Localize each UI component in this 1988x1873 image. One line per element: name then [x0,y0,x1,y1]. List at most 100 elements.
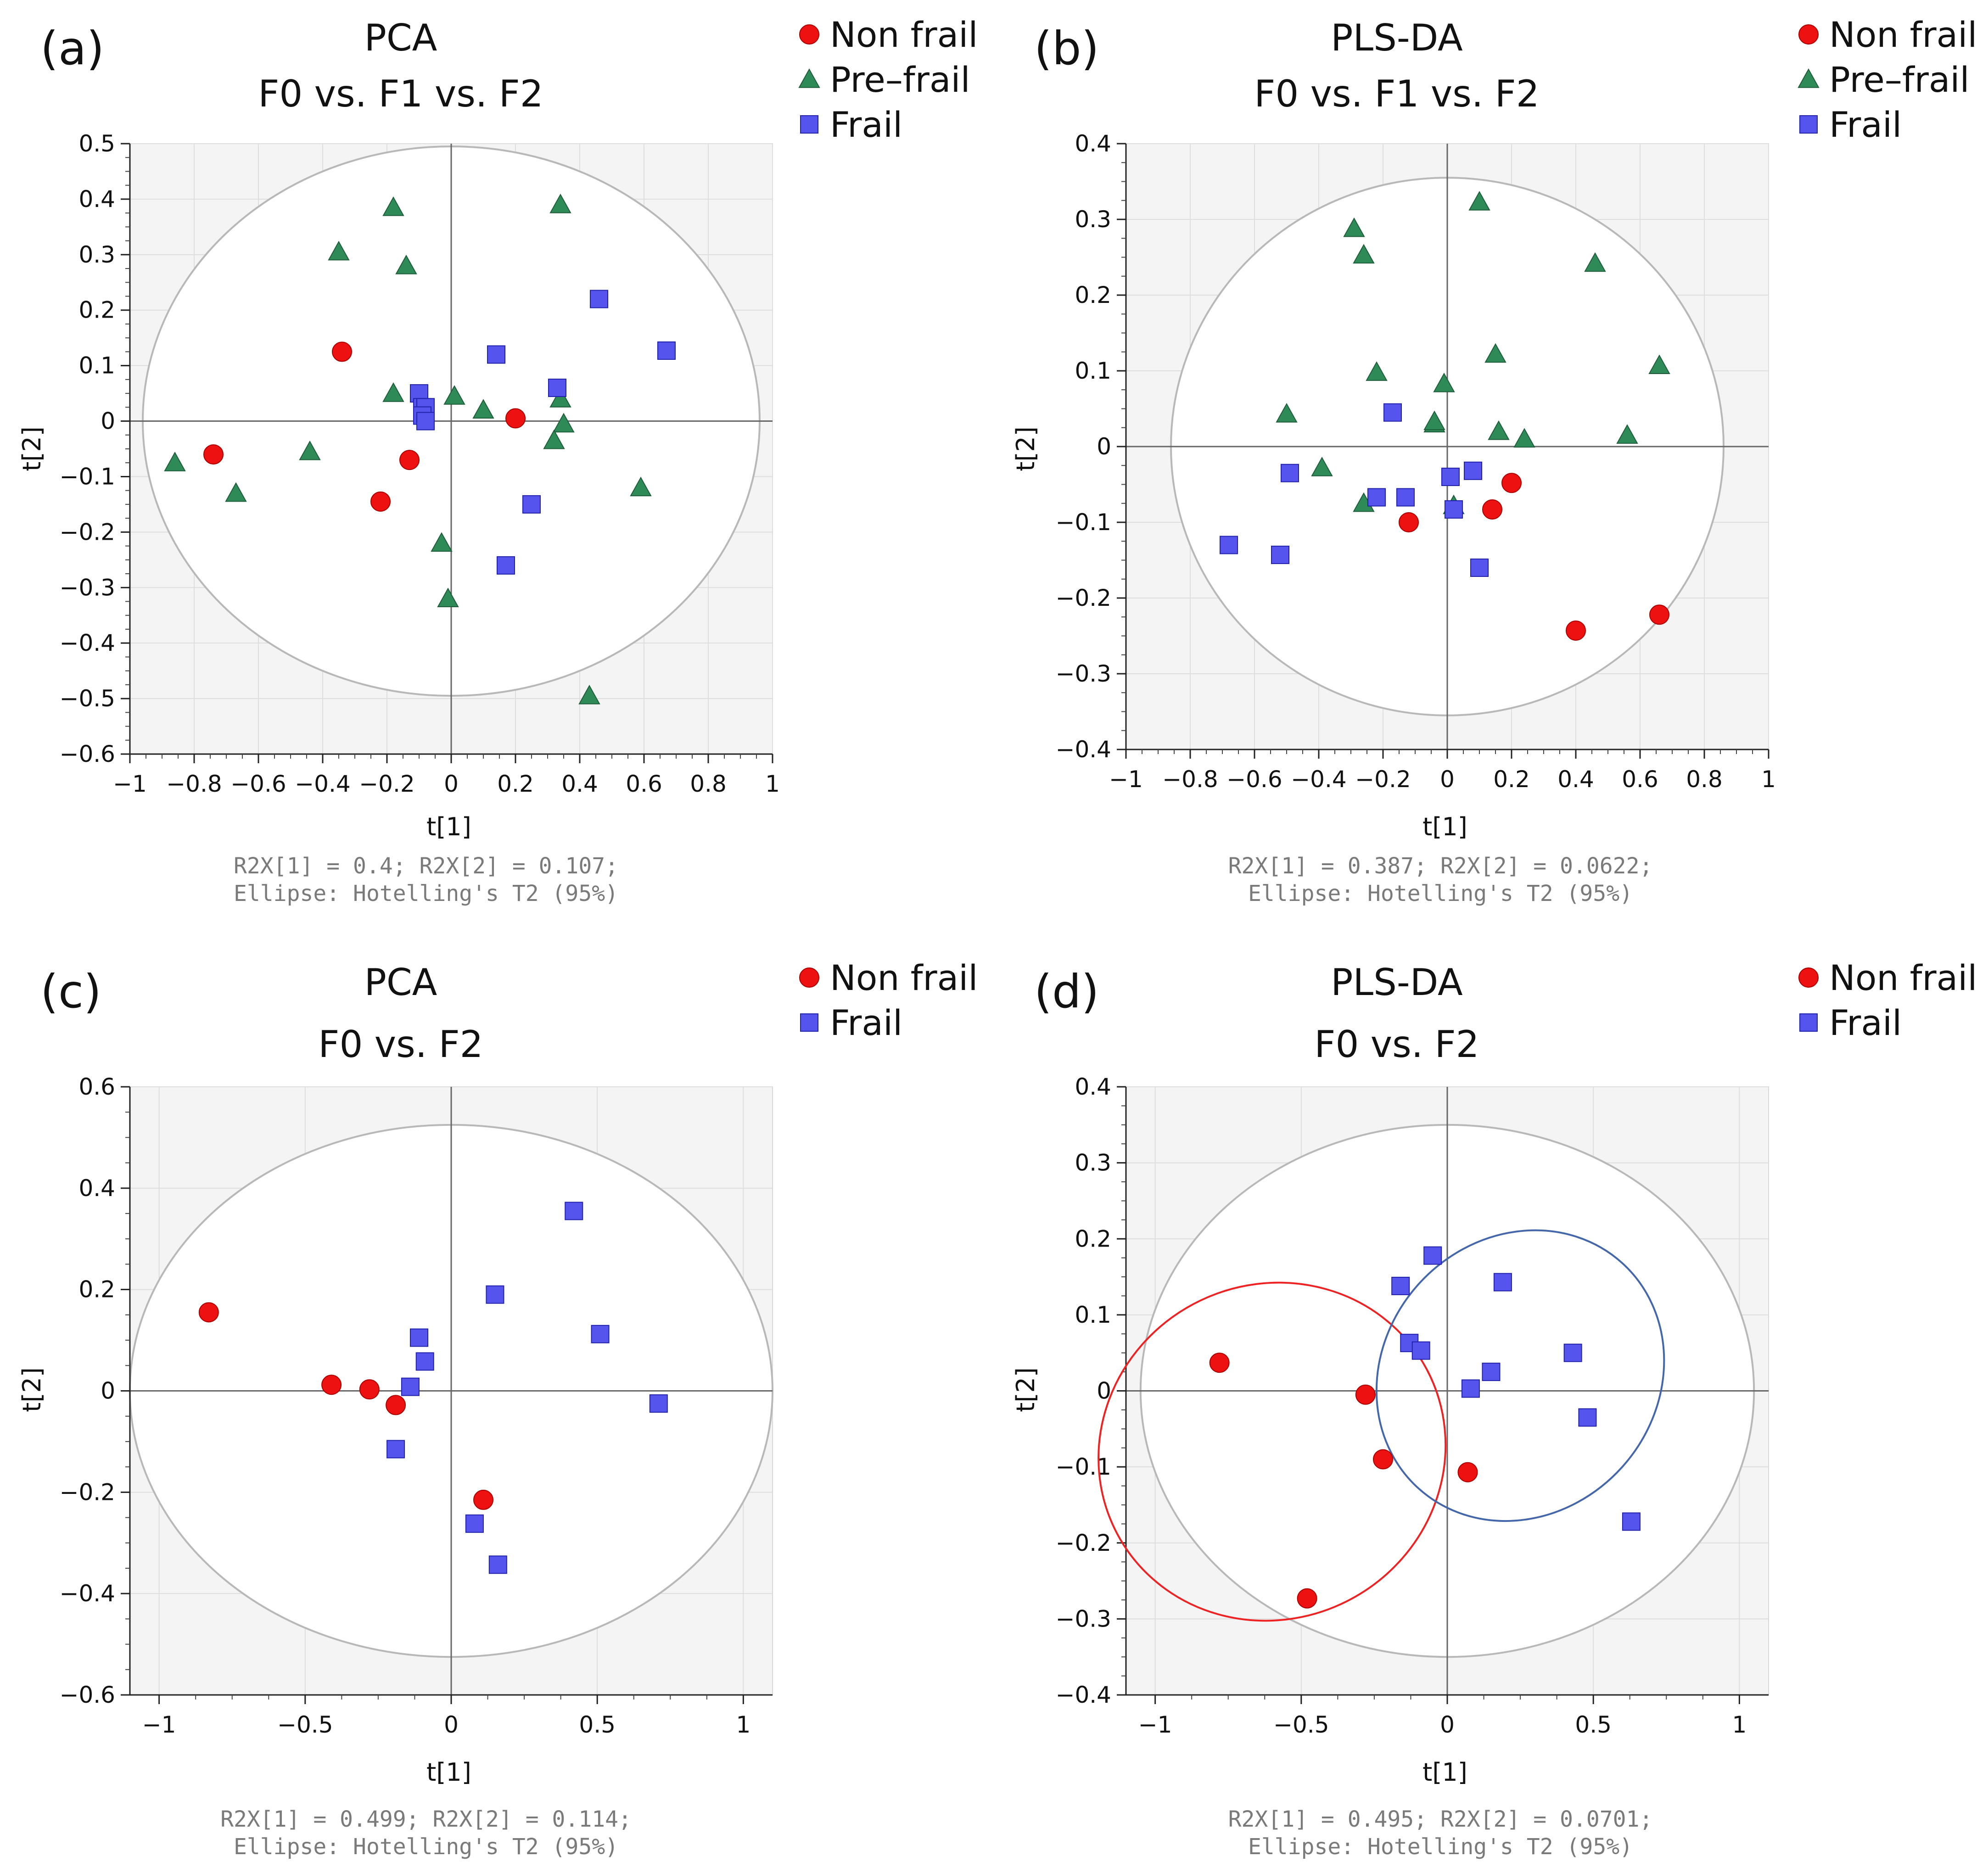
data-point [553,413,575,433]
y-tick-label: −0.2 [1056,585,1111,611]
footer-line: Ellipse: Hotelling's T2 (95%) [234,881,618,906]
x-tick-label: −0.8 [1162,766,1218,793]
chart-panel-4: −1 −0.5 0 0.5 1−0.4−0.3−0.2−0.100.10.20.30.4… [1011,957,1977,1860]
data-point [164,452,186,471]
y-tick-label: 0.3 [78,241,115,268]
legend-entry: Frail [1829,104,1902,145]
chart-title: PCA [364,961,437,1004]
data-point [1484,343,1506,363]
x-tick-label: 0.8 [1686,766,1723,793]
data-point [1461,1379,1480,1398]
data-point [649,1394,668,1413]
data-point [1367,488,1386,507]
x-tick-label: 0.8 [690,771,727,797]
y-tick-label: 0.5 [78,130,115,157]
data-point [1482,1363,1501,1381]
chart-title: PCA [364,17,437,59]
chart-title: PLS-DA [1331,961,1463,1004]
panel-letter: (b) [1034,22,1099,75]
data-point [1493,1273,1512,1292]
x-tick-label: 0 [444,1711,459,1738]
data-point [1649,604,1669,625]
x-tick-label: −0.6 [1226,766,1282,793]
y-axis-label: t[2] [17,426,46,471]
data-point [443,385,465,405]
x-axis-label: t[1] [1422,812,1467,841]
data-point [1343,217,1365,237]
data-point [1281,464,1299,482]
legend-entry: Non frail [1829,14,1977,55]
data-point [465,1514,484,1533]
x-tick-label: 1 [765,771,780,797]
y-axis-label: t[2] [1011,1367,1040,1412]
footer-line: Ellipse: Hotelling's T2 (95%) [1248,881,1633,906]
x-tick-label: 0.4 [1557,766,1594,793]
y-tick-label: 0.4 [1075,1073,1111,1100]
data-point [395,254,417,274]
y-tick-label: −0.3 [1056,660,1111,687]
panel-letter: (d) [1034,965,1099,1018]
legend-marker [800,115,818,134]
data-point [1423,1246,1442,1265]
data-point [487,345,505,364]
data-point [578,684,600,704]
data-point [386,1395,406,1415]
data-point [415,1352,434,1371]
data-point [486,1285,504,1304]
x-tick-label: −1 [113,771,147,797]
x-tick-label: 1 [736,1711,750,1738]
y-tick-label: 0 [101,1378,115,1404]
x-axis-label: t[1] [426,1758,471,1787]
data-point [1616,424,1638,444]
data-point [1501,473,1522,493]
x-tick-label: −1 [1109,766,1143,793]
y-tick-label: 0.4 [78,1175,115,1202]
y-tick-label: −0.2 [1056,1530,1111,1556]
chart-subtitle: F0 vs. F2 [1314,1023,1479,1066]
x-tick-label: −0.8 [166,771,222,797]
data-point [416,412,435,431]
x-tick-label: −0.5 [277,1711,333,1738]
x-tick-label: −0.5 [1273,1711,1329,1738]
data-point [1220,536,1238,554]
data-point [497,556,515,575]
data-point [1566,620,1586,641]
chart-subtitle: F0 vs. F1 vs. F2 [1254,73,1539,115]
panel-letter: (a) [40,22,104,75]
data-point [1366,361,1388,381]
legend-entry: Non frail [830,14,978,55]
group-ellipse [1375,1229,1665,1522]
data-point [328,240,350,261]
data-point [1488,420,1510,440]
data-point [1311,457,1333,476]
data-point [382,196,404,216]
x-tick-label: 1 [1732,1711,1747,1738]
chart-panel-3: −1 −0.5 0 0.5 1 −0.6 −0.4 −0.2 0 0.2 0.4 0.6 (c) PCA F… [17,957,978,1860]
data-point [1297,1588,1317,1609]
x-tick-label: 1 [1761,766,1776,793]
data-point [543,429,565,449]
legend-marker [799,24,819,45]
data-point [382,382,404,402]
data-point [1464,461,1482,480]
data-point [1513,428,1535,448]
data-point [225,482,247,502]
x-tick-label: 0.5 [579,1711,616,1738]
legend-marker [798,68,820,88]
y-tick-label: −0.2 [60,519,115,545]
x-tick-label: 0.6 [1622,766,1658,793]
data-point [1457,1462,1478,1482]
data-point [1373,1449,1393,1470]
y-tick-label: 0 [1097,433,1111,460]
data-point [198,1302,219,1323]
data-point [565,1202,583,1220]
data-point [548,379,566,397]
y-tick-label: 0.2 [1075,282,1111,308]
panel-letter: (c) [40,965,101,1018]
chart-title: PLS-DA [1331,17,1463,59]
data-point [399,450,420,470]
data-point [522,495,541,514]
x-tick-label: 0.2 [497,771,534,797]
data-point [1468,190,1490,211]
y-tick-label: −0.3 [1056,1605,1111,1632]
